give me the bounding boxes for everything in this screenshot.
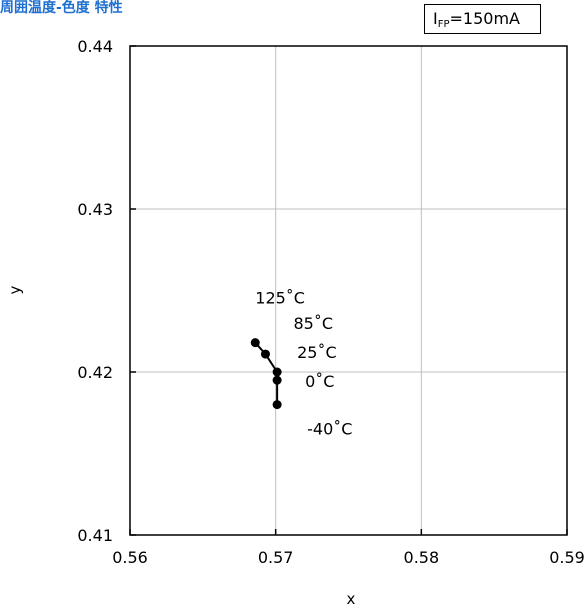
- x-tick-label: 0.57: [258, 548, 294, 567]
- plot-frame: [129, 45, 568, 536]
- point-label: -40˚C: [307, 420, 352, 439]
- x-tick-label: 0.59: [549, 548, 584, 567]
- series-layer: [250, 338, 282, 410]
- x-tick-label: 0.58: [404, 548, 440, 567]
- data-point: [260, 349, 270, 359]
- condition-box: IFP=150mA: [424, 4, 541, 34]
- y-axis-label: y: [6, 285, 24, 294]
- condition-symbol: I: [433, 9, 438, 28]
- point-label: 85˚C: [293, 314, 333, 333]
- data-point: [250, 338, 260, 348]
- condition-value: =150mA: [449, 9, 520, 28]
- axis-ticks: 0.56 0.57 0.58 0.59 0.41 0.42 0.43 0.44: [77, 37, 584, 567]
- condition-subscript: FP: [437, 19, 450, 30]
- x-tick-label: 0.56: [112, 548, 148, 567]
- y-tick-label: 0.41: [77, 526, 113, 545]
- annotations: -40˚C 0˚C 25˚C 85˚C 125˚C: [255, 289, 352, 439]
- y-tick-label: 0.42: [77, 363, 113, 382]
- y-tick-label: 0.44: [77, 37, 113, 56]
- data-point: [272, 375, 282, 385]
- point-label: 0˚C: [305, 372, 334, 391]
- x-axis-label: x: [347, 590, 356, 608]
- grid-lines: [130, 46, 567, 535]
- point-label: 25˚C: [297, 343, 337, 362]
- page-title: 周囲温度-色度 特性: [0, 0, 123, 16]
- data-point: [272, 400, 282, 410]
- y-tick-label: 0.43: [77, 200, 113, 219]
- data-point: [272, 367, 282, 377]
- point-label: 125˚C: [255, 289, 305, 308]
